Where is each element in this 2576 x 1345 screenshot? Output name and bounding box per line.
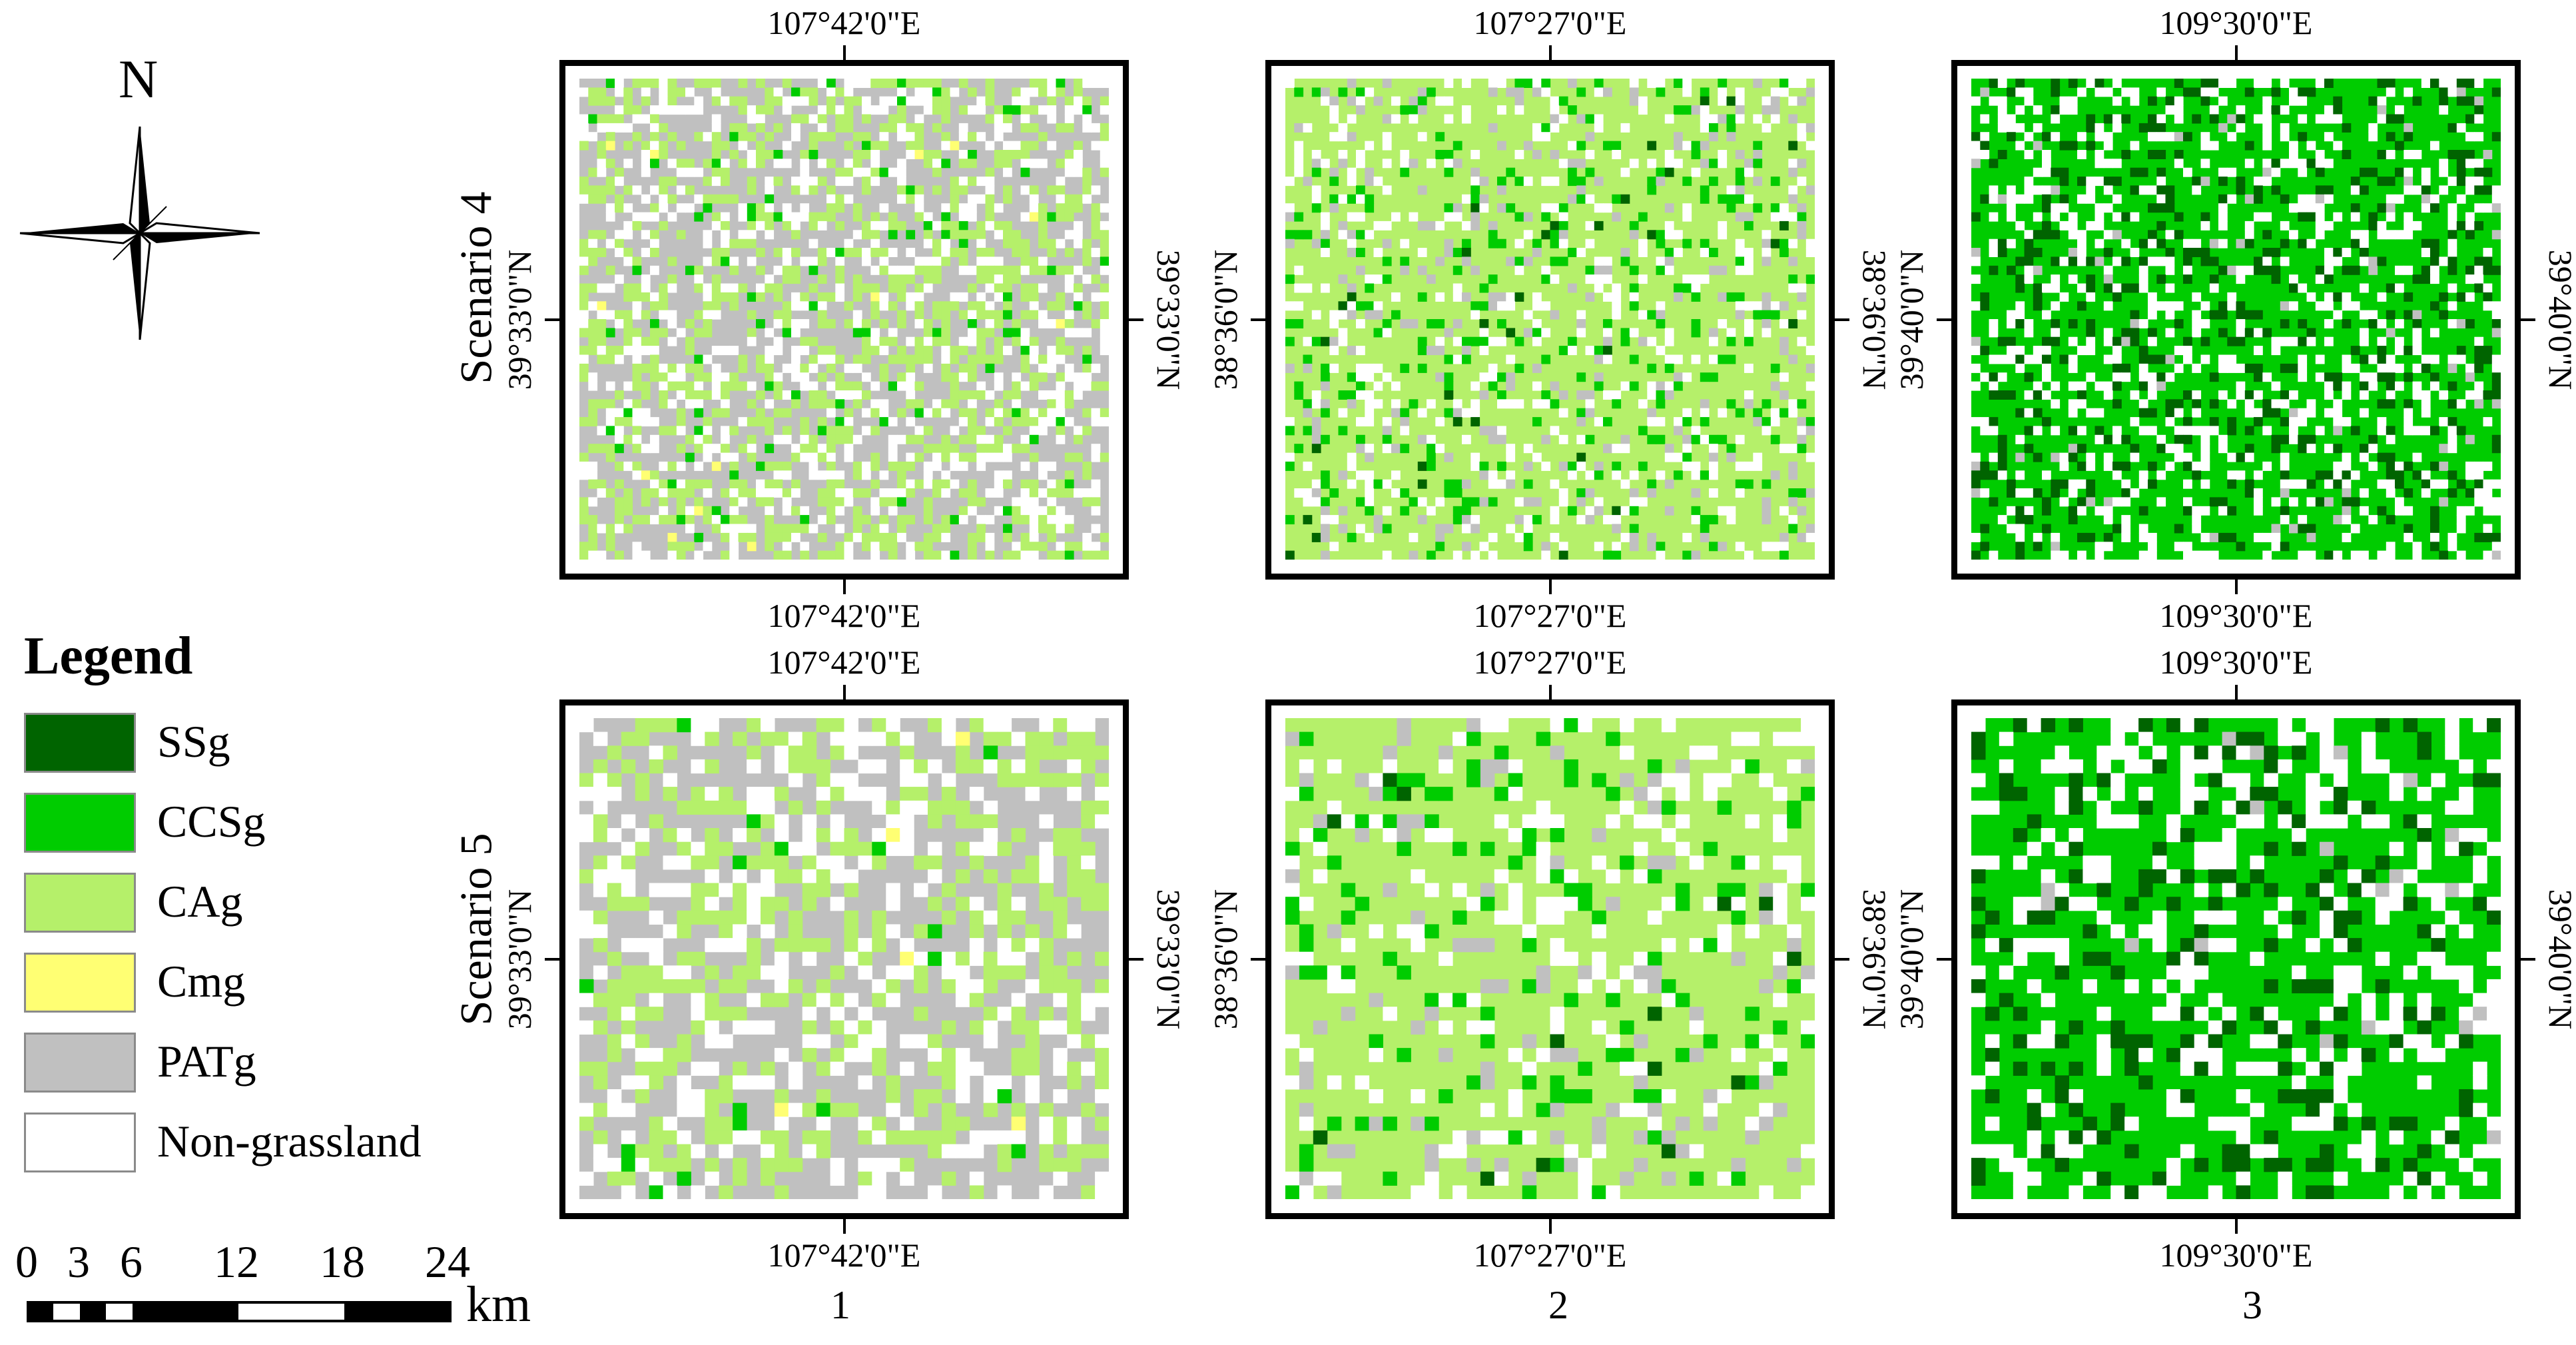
scale-unit: km [466, 1276, 531, 1332]
scenario-label-5: Scenario 5 [450, 833, 501, 1026]
coord-label-right-lat: 39°33'0"N [1150, 889, 1187, 1030]
coord-label-right-lat: 39°40'0"N [2542, 889, 2576, 1030]
graticule-tick [545, 958, 559, 961]
land-cover-raster [579, 79, 1109, 560]
coord-label-right-lat: 39°40'0"N [2542, 249, 2576, 390]
land-cover-raster [1971, 718, 2501, 1199]
coord-label-top-lon: 107°27'0"E [1473, 644, 1627, 681]
graticule-tick [1548, 45, 1552, 60]
graticule-tick [2234, 45, 2238, 60]
graticule-tick [2521, 958, 2535, 961]
coord-label-bottom-lon: 109°30'0"E [2159, 597, 2313, 634]
legend-label: SSg [157, 716, 230, 767]
legend-label: CAg [157, 876, 243, 927]
graticule-tick [1835, 958, 1849, 961]
land-cover-raster [1285, 718, 1815, 1199]
graticule-tick [842, 1219, 846, 1234]
coord-label-bottom-lon: 109°30'0"E [2159, 1236, 2313, 1274]
legend-swatch [24, 873, 136, 933]
graticule-tick [1548, 1219, 1552, 1234]
land-cover-raster [579, 718, 1109, 1199]
graticule-tick [2234, 580, 2238, 594]
coord-label-left-lat: 39°33'0"N [501, 889, 538, 1030]
graticule-tick [1548, 685, 1552, 699]
graticule-tick [1251, 958, 1265, 961]
coord-label-right-lat: 38°36'0"N [1856, 889, 1893, 1030]
graticule-tick [842, 685, 846, 699]
coord-label-right-lat: 38°36'0"N [1856, 249, 1893, 390]
coord-label-left-lat: 39°40'0"N [1893, 249, 1930, 390]
coord-label-top-lon: 107°27'0"E [1473, 4, 1627, 41]
scale-bar [27, 1301, 452, 1322]
column-label-1: 1 [830, 1283, 850, 1327]
scale-label: 24 [425, 1236, 470, 1287]
coord-label-left-lat: 38°36'0"N [1207, 889, 1244, 1030]
coord-label-right-lat: 39°33'0"N [1150, 249, 1187, 390]
legend-swatch [24, 713, 136, 773]
coord-label-top-lon: 107°42'0"E [767, 4, 921, 41]
graticule-tick [842, 580, 846, 594]
coord-label-top-lon: 109°30'0"E [2159, 4, 2313, 41]
legend-label: PATg [157, 1036, 256, 1087]
legend-swatch [24, 953, 136, 1013]
north-label: N [119, 49, 159, 109]
scale-label: 3 [67, 1236, 90, 1287]
graticule-tick [2521, 318, 2535, 321]
legend-swatch [24, 1033, 136, 1093]
coord-label-bottom-lon: 107°42'0"E [767, 597, 921, 634]
land-cover-raster [1285, 79, 1815, 560]
legend-label: Cmg [157, 956, 246, 1007]
scale-label: 0 [15, 1236, 38, 1287]
coord-label-left-lat: 39°40'0"N [1893, 889, 1930, 1030]
legend-title: Legend [24, 627, 193, 685]
graticule-tick [1251, 318, 1265, 321]
graticule-tick [545, 318, 559, 321]
coord-label-left-lat: 39°33'0"N [501, 249, 538, 390]
legend-label: CCSg [157, 796, 266, 847]
graticule-tick [1129, 958, 1143, 961]
graticule-tick [2234, 685, 2238, 699]
graticule-tick [1937, 318, 1951, 321]
coord-label-bottom-lon: 107°27'0"E [1473, 1236, 1627, 1274]
graticule-tick [1548, 580, 1552, 594]
column-label-2: 2 [1548, 1283, 1568, 1327]
coord-label-left-lat: 38°36'0"N [1207, 249, 1244, 390]
column-label-3: 3 [2242, 1283, 2262, 1327]
graticule-tick [2234, 1219, 2238, 1234]
graticule-tick [842, 45, 846, 60]
legend-label: Non-grassland [157, 1116, 422, 1166]
land-cover-raster [1971, 79, 2501, 560]
scale-label: 18 [320, 1236, 365, 1287]
graticule-tick [1835, 318, 1849, 321]
legend-swatch [24, 793, 136, 853]
graticule-tick [1129, 318, 1143, 321]
north-arrow-icon [19, 126, 260, 340]
scale-label: 6 [120, 1236, 143, 1287]
graticule-tick [1937, 958, 1951, 961]
legend-swatch [24, 1113, 136, 1172]
coord-label-top-lon: 109°30'0"E [2159, 644, 2313, 681]
scale-label: 12 [214, 1236, 259, 1287]
scenario-label-4: Scenario 4 [450, 191, 501, 384]
coord-label-bottom-lon: 107°27'0"E [1473, 597, 1627, 634]
coord-label-top-lon: 107°42'0"E [767, 644, 921, 681]
coord-label-bottom-lon: 107°42'0"E [767, 1236, 921, 1274]
